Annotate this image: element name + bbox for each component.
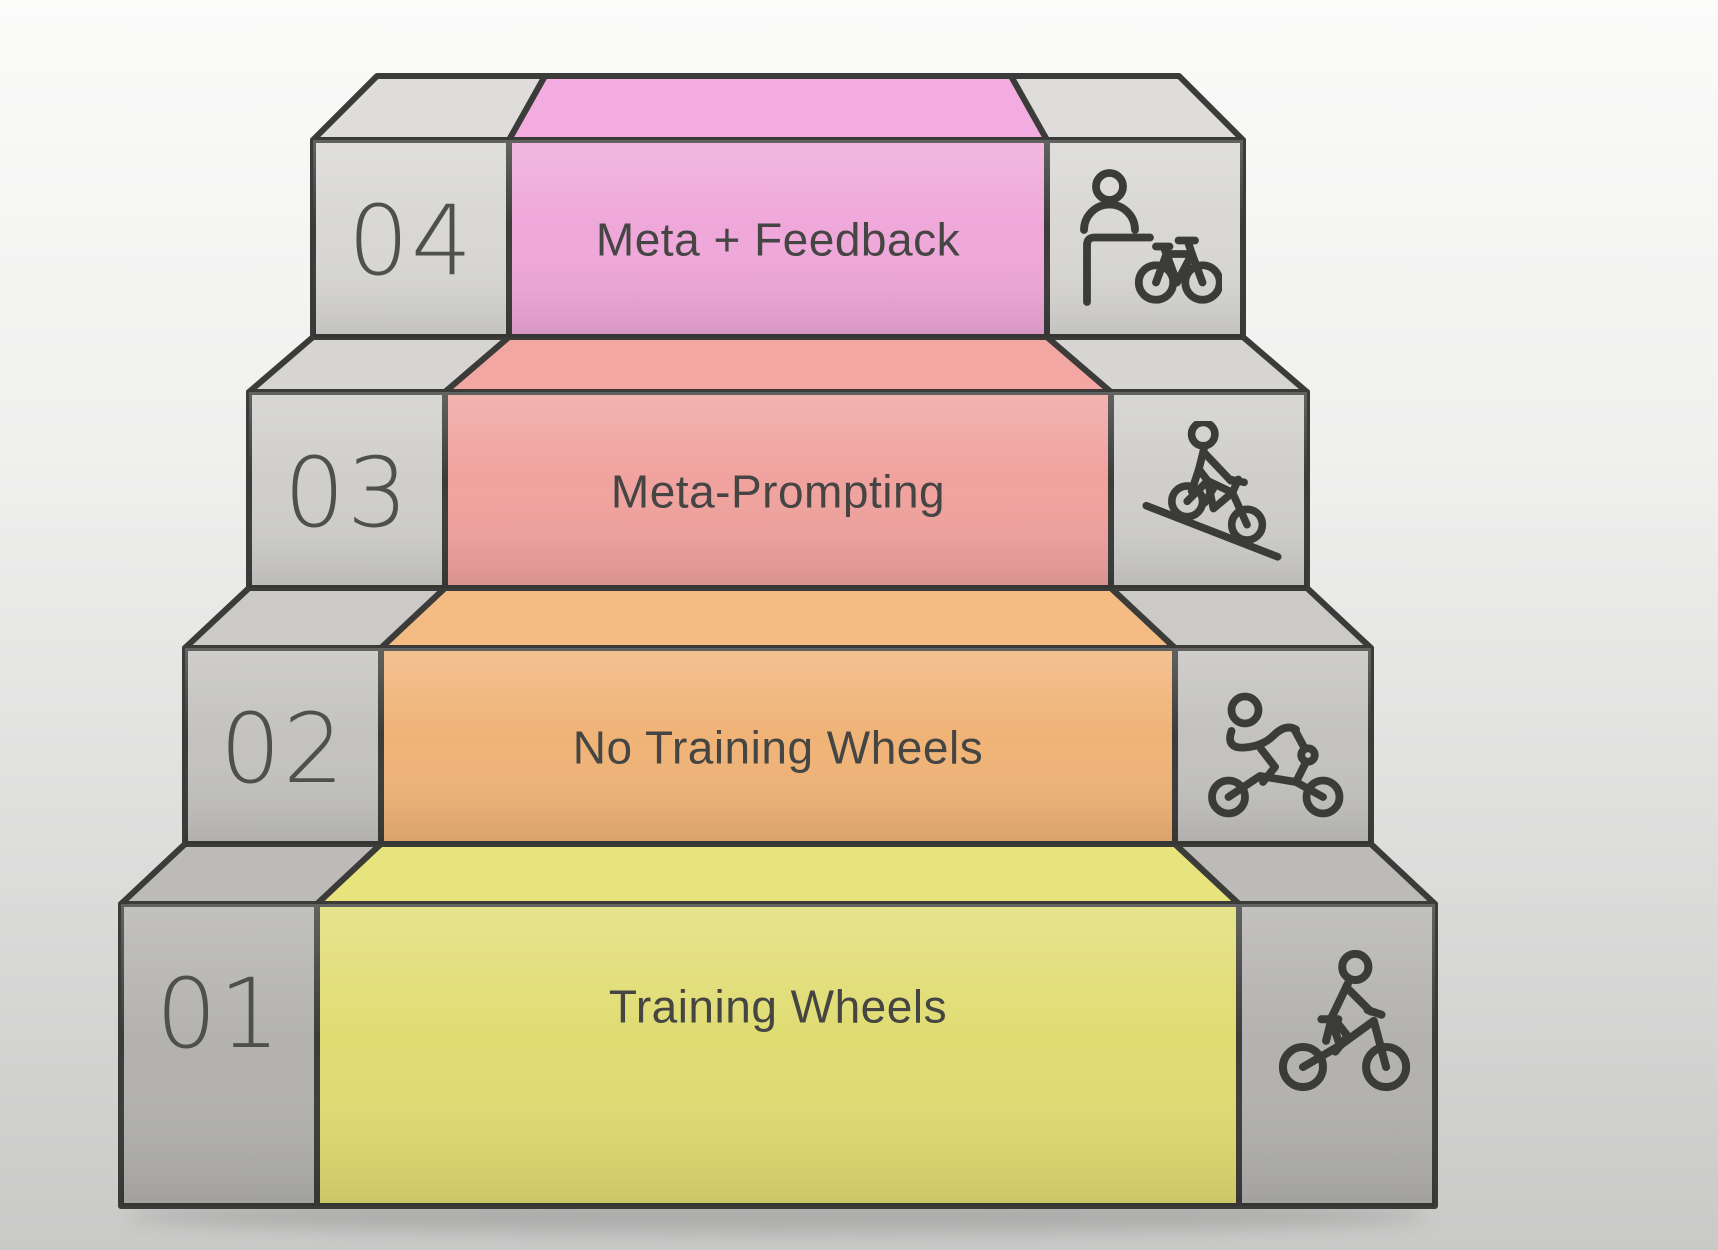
step-03-label: Meta-Prompting [610,465,946,518]
step-02-label: No Training Wheels [572,721,984,774]
upright-cyclist-icon [1266,950,1420,1104]
step-02-number: 02 [219,693,347,805]
step-04-number: 04 [347,185,475,297]
aero-cyclist-icon [1200,677,1350,827]
step-01-number: 01 [155,958,283,1070]
step-01-label: Training Wheels [608,980,948,1033]
step-02-front-shading [185,648,1371,844]
downhill-cyclist-icon [1139,421,1285,567]
person-with-bicycle-icon [1072,167,1222,317]
step-04-front-shading [313,140,1243,337]
step-03-number: 03 [283,437,411,549]
step-04-label: Meta + Feedback [595,213,961,266]
step-03-front-shading [249,392,1307,588]
step-01-front-shading [121,904,1435,1206]
